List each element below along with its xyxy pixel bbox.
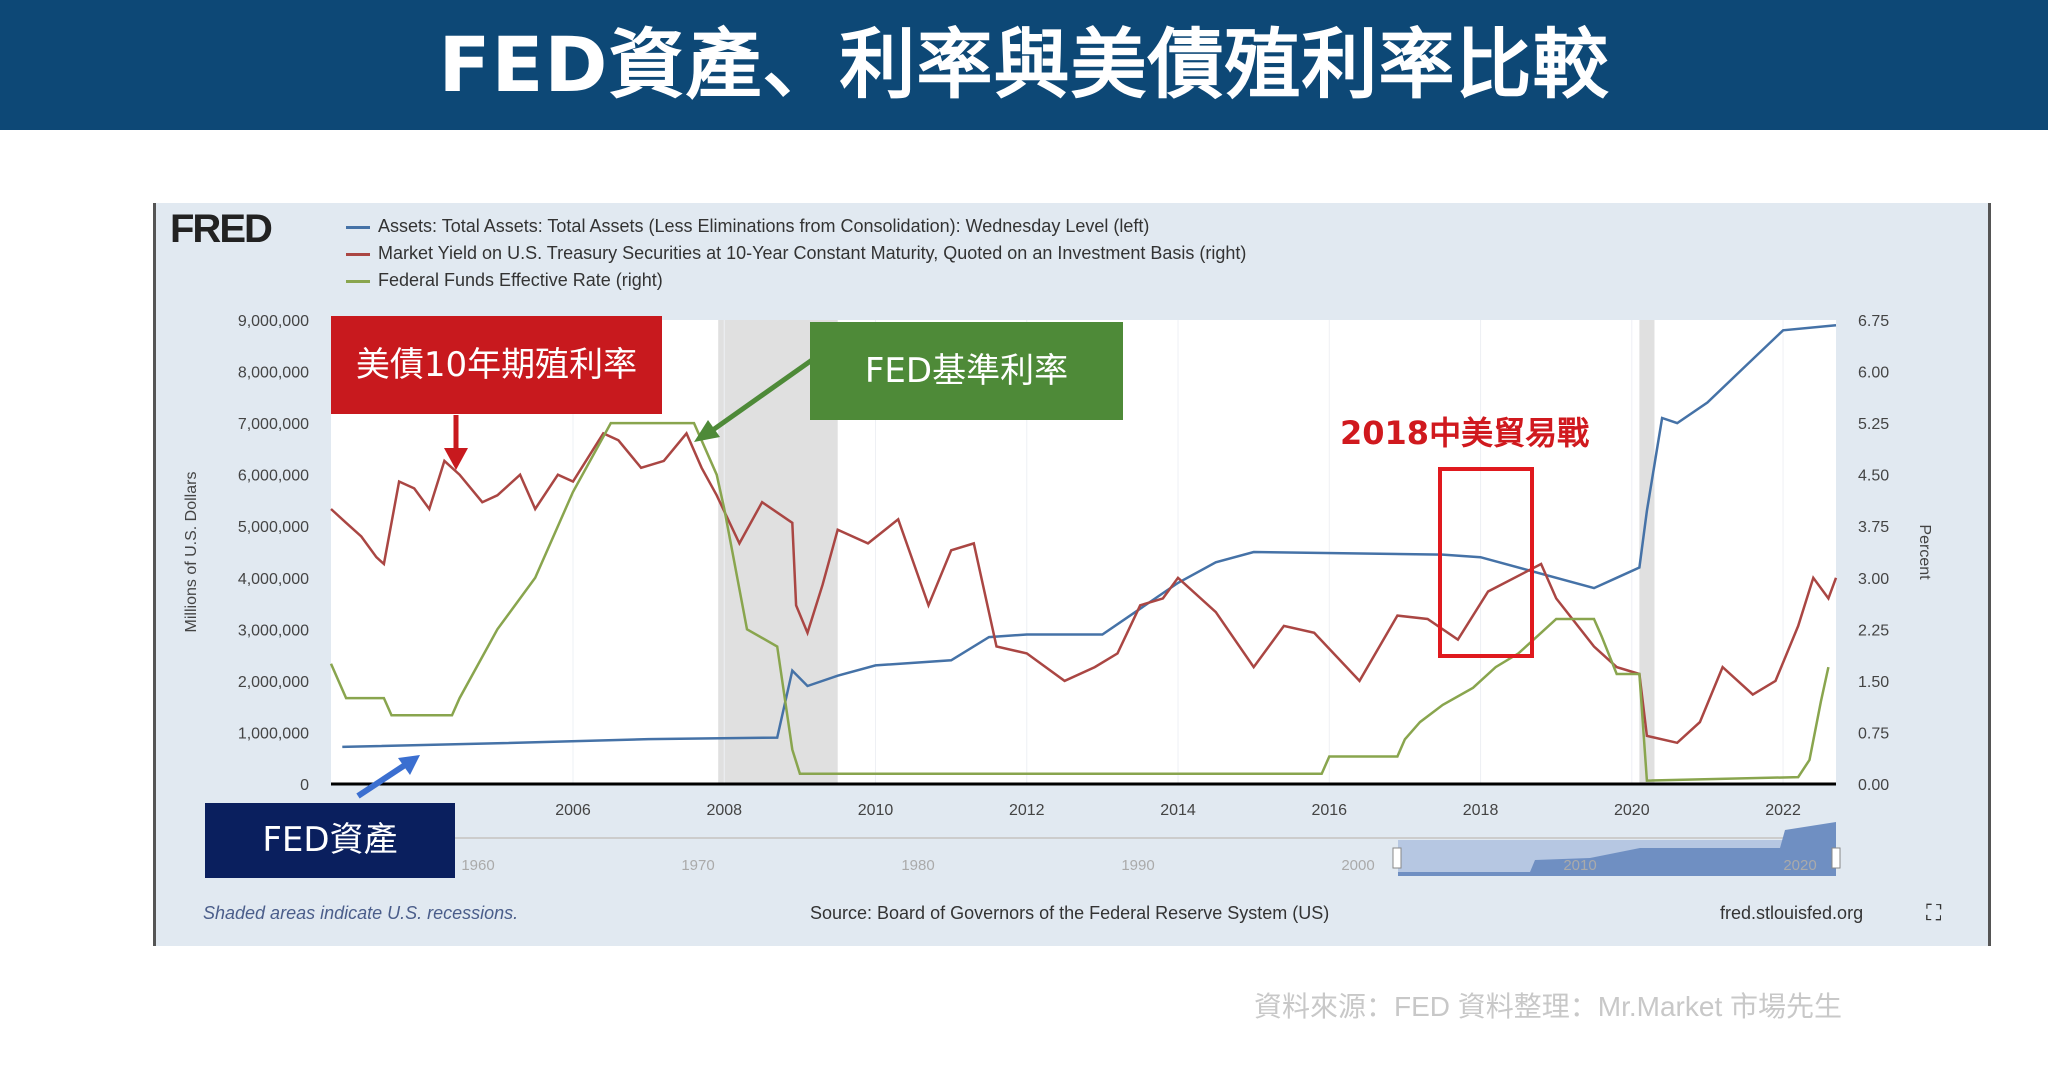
x-tick-label: 2010 — [858, 802, 894, 819]
legend-swatch — [346, 252, 370, 256]
annotation-treasury: 美債10年期殖利率 — [331, 316, 662, 414]
annotation-fed-rate: FED基準利率 — [810, 322, 1123, 420]
navigator-tick-label: 2020 — [1783, 857, 1816, 874]
page-title: FED資產、利率與美債殖利率比較 — [0, 0, 2048, 130]
series-line-2 — [329, 421, 1830, 782]
navigator-tick-label: 1970 — [681, 857, 714, 874]
legend-label: Assets: Total Assets: Total Assets (Less… — [378, 216, 1150, 236]
legend-item-assets[interactable]: Assets: Total Assets: Total Assets (Less… — [346, 216, 1149, 237]
navigator-tick-label: 2000 — [1341, 857, 1374, 874]
fred-site-link[interactable]: fred.stlouisfed.org — [1720, 903, 1864, 923]
y2-tick-label: 3.00 — [1858, 571, 1889, 588]
y2-tick-label: 2.25 — [1858, 622, 1889, 639]
source-text: Source: Board of Governors of the Federa… — [810, 903, 1330, 923]
annotation-fed-assets: FED資產 — [205, 803, 455, 878]
y-tick-label: 8,000,000 — [238, 365, 309, 382]
y2-tick-label: 1.50 — [1858, 674, 1889, 691]
x-tick-label: 2008 — [706, 802, 742, 819]
y-tick-label: 3,000,000 — [238, 622, 309, 639]
y2-tick-label: 0.75 — [1858, 725, 1889, 742]
x-tick-label: 2014 — [1160, 802, 1196, 819]
series-line-1 — [330, 431, 1838, 745]
x-tick-label: 2012 — [1009, 802, 1045, 819]
trade-war-box — [1438, 467, 1534, 658]
y-tick-label: 6,000,000 — [238, 468, 309, 485]
navigator-handle-left[interactable] — [1392, 847, 1402, 869]
x-tick-label: 2022 — [1765, 802, 1801, 819]
recession-note: Shaded areas indicate U.S. recessions. — [203, 903, 519, 923]
navigator-tick-label: 1980 — [901, 857, 934, 874]
fred-logo: FRED — [170, 207, 273, 251]
arrow-head-fed-assets — [398, 755, 420, 775]
y-tick-label: 1,000,000 — [238, 725, 309, 742]
y2-tick-label: 6.75 — [1858, 313, 1889, 330]
navigator-tick-label: 2010 — [1563, 857, 1596, 874]
y-tick-label: 5,000,000 — [238, 519, 309, 536]
recession-shade — [1639, 320, 1655, 784]
series-line-0 — [342, 323, 1837, 749]
y2-tick-label: 0.00 — [1858, 777, 1889, 794]
y-tick-label: 7,000,000 — [238, 416, 309, 433]
legend-swatch — [346, 225, 370, 229]
x-tick-label: 2018 — [1463, 802, 1499, 819]
navigator-handle-right[interactable] — [1831, 847, 1841, 869]
legend-swatch — [346, 279, 370, 283]
legend-item-fedfunds[interactable]: Federal Funds Effective Rate (right) — [346, 270, 663, 291]
legend-item-10yr[interactable]: Market Yield on U.S. Treasury Securities… — [346, 243, 1246, 264]
y-tick-label: 2,000,000 — [238, 674, 309, 691]
x-tick-label: 2006 — [555, 802, 591, 819]
y2-tick-label: 3.75 — [1858, 519, 1889, 536]
y-tick-label: 0 — [300, 777, 309, 794]
y2-tick-label: 6.00 — [1858, 365, 1889, 382]
y2-tick-label: 4.50 — [1858, 468, 1889, 485]
arrow-fed-rate — [708, 357, 814, 435]
navigator-series — [1398, 822, 1836, 876]
legend-label: Market Yield on U.S. Treasury Securities… — [378, 243, 1247, 263]
arrow-head-fed-rate — [694, 420, 720, 442]
credit-text: 資料來源：FED 資料整理：Mr.Market 市場先生 — [1254, 991, 1843, 1022]
y2-axis-label: Percent — [1916, 524, 1933, 580]
x-tick-label: 2020 — [1614, 802, 1650, 819]
legend-label: Federal Funds Effective Rate (right) — [378, 270, 663, 290]
y-tick-label: 4,000,000 — [238, 571, 309, 588]
arrow-head-treasury — [444, 448, 468, 470]
y-tick-label: 9,000,000 — [238, 313, 309, 330]
fullscreen-icon[interactable]: ⛶ — [1926, 900, 1942, 925]
arrow-fed-assets — [356, 762, 407, 799]
x-tick-label: 2016 — [1311, 802, 1347, 819]
y2-tick-label: 5.25 — [1858, 416, 1889, 433]
annotation-trade-war: 2018中美貿易戰 — [1340, 414, 1590, 452]
navigator-tick-label: 1960 — [461, 857, 494, 874]
navigator-tick-label: 1990 — [1121, 857, 1154, 874]
y-axis-label: Millions of U.S. Dollars — [183, 472, 200, 633]
